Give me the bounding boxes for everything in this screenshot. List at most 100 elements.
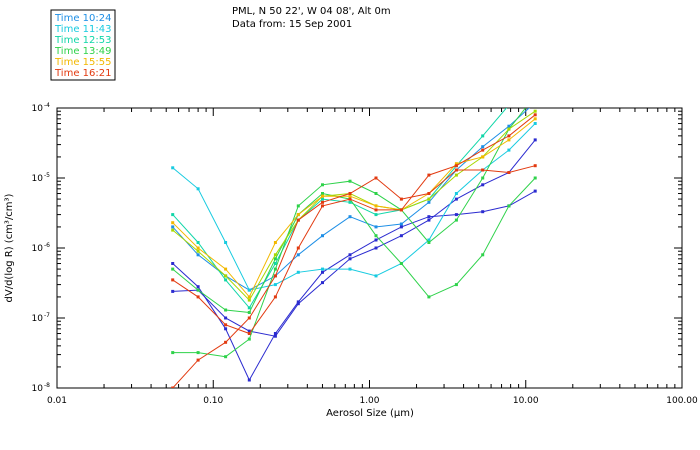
y-tick-label: 10 — [32, 384, 44, 394]
series-point — [296, 204, 300, 208]
series-point — [507, 148, 511, 152]
series-point — [427, 173, 431, 177]
y-tick-label: 10 — [32, 244, 44, 254]
series-point — [507, 104, 510, 107]
series-point — [533, 176, 537, 180]
series-point — [534, 101, 537, 104]
series-point — [224, 340, 228, 344]
series-line-8 — [172, 110, 536, 301]
date-subtitle: Data from: 15 Sep 2001 — [232, 19, 352, 30]
series-point — [399, 262, 403, 265]
series-point — [427, 215, 431, 219]
series-point — [374, 208, 378, 212]
x-axis-label: Aerosol Size (μm) — [326, 408, 414, 419]
series-point — [399, 197, 403, 201]
series-point — [481, 210, 485, 214]
series-point — [296, 302, 300, 306]
series-line-2 — [172, 139, 536, 337]
series-point — [348, 179, 352, 183]
series-point — [454, 162, 458, 166]
series-point — [454, 173, 458, 177]
series-point — [196, 358, 200, 362]
series-point — [374, 238, 378, 242]
series-point — [507, 204, 511, 208]
series-point — [507, 124, 511, 128]
series-point — [171, 351, 175, 355]
series-line-11 — [172, 114, 536, 335]
legend-entry: Time 15:55 — [54, 57, 111, 68]
series-point — [533, 113, 537, 117]
series-point — [533, 122, 537, 125]
series-point — [454, 192, 458, 195]
series-point — [273, 274, 277, 278]
series-point — [507, 127, 511, 131]
series-point — [348, 192, 352, 195]
series-point — [481, 253, 485, 257]
series-point — [224, 308, 228, 312]
series-point — [374, 274, 378, 278]
series-point — [296, 270, 300, 274]
legend-entry: Time 10:24 — [54, 13, 111, 24]
series-point — [534, 85, 537, 88]
series-point — [224, 278, 228, 282]
series-point — [247, 288, 251, 292]
series-point — [273, 295, 277, 299]
series-point — [196, 241, 200, 244]
x-tick-label: 0.01 — [47, 396, 67, 406]
series-line-1 — [172, 190, 536, 382]
series-point — [348, 194, 352, 198]
series-point — [296, 218, 300, 222]
series-point — [196, 253, 200, 257]
series-point — [427, 295, 431, 299]
series-point — [427, 241, 431, 244]
series-point — [196, 246, 200, 250]
series-point — [171, 166, 175, 170]
x-tick-label: 0.10 — [203, 396, 223, 406]
series-point — [224, 323, 228, 327]
series-point — [273, 241, 277, 244]
series-point — [481, 145, 485, 149]
series-point — [533, 189, 537, 193]
legend-box — [50, 9, 116, 81]
series-point — [171, 225, 175, 229]
series-point — [247, 306, 251, 310]
series-point — [348, 215, 352, 219]
y-tick-exponent: -8 — [44, 382, 50, 389]
series-point — [348, 253, 352, 257]
series-point — [273, 334, 277, 338]
series-point — [224, 274, 228, 278]
series-point — [224, 316, 228, 320]
x-tick-label: 100.00 — [666, 396, 698, 406]
series-point — [507, 138, 511, 142]
legend-entry: Time 11:43 — [54, 24, 111, 35]
series-point — [481, 176, 485, 180]
series-point — [296, 246, 300, 250]
series-point — [321, 234, 324, 238]
x-tick-label: 1.00 — [359, 396, 379, 406]
series-point — [321, 281, 324, 285]
series-point — [321, 197, 324, 201]
series-point — [224, 267, 228, 271]
series-point — [399, 222, 403, 226]
series-point — [321, 267, 324, 271]
series-point — [481, 168, 485, 172]
series-point — [454, 164, 458, 168]
series-point — [171, 278, 175, 282]
series-point — [296, 213, 300, 217]
series-point — [247, 295, 251, 299]
series-point — [374, 176, 378, 180]
series-point — [321, 183, 324, 187]
series-point — [348, 197, 352, 201]
series-point — [196, 288, 200, 292]
series-point — [247, 311, 251, 314]
series-point — [247, 316, 251, 320]
series-point — [374, 192, 378, 195]
legend-entry: Time 16:21 — [54, 68, 111, 79]
series-point — [533, 164, 537, 168]
series-point — [481, 134, 485, 138]
series-line-3 — [172, 108, 530, 291]
series-point — [247, 329, 251, 333]
